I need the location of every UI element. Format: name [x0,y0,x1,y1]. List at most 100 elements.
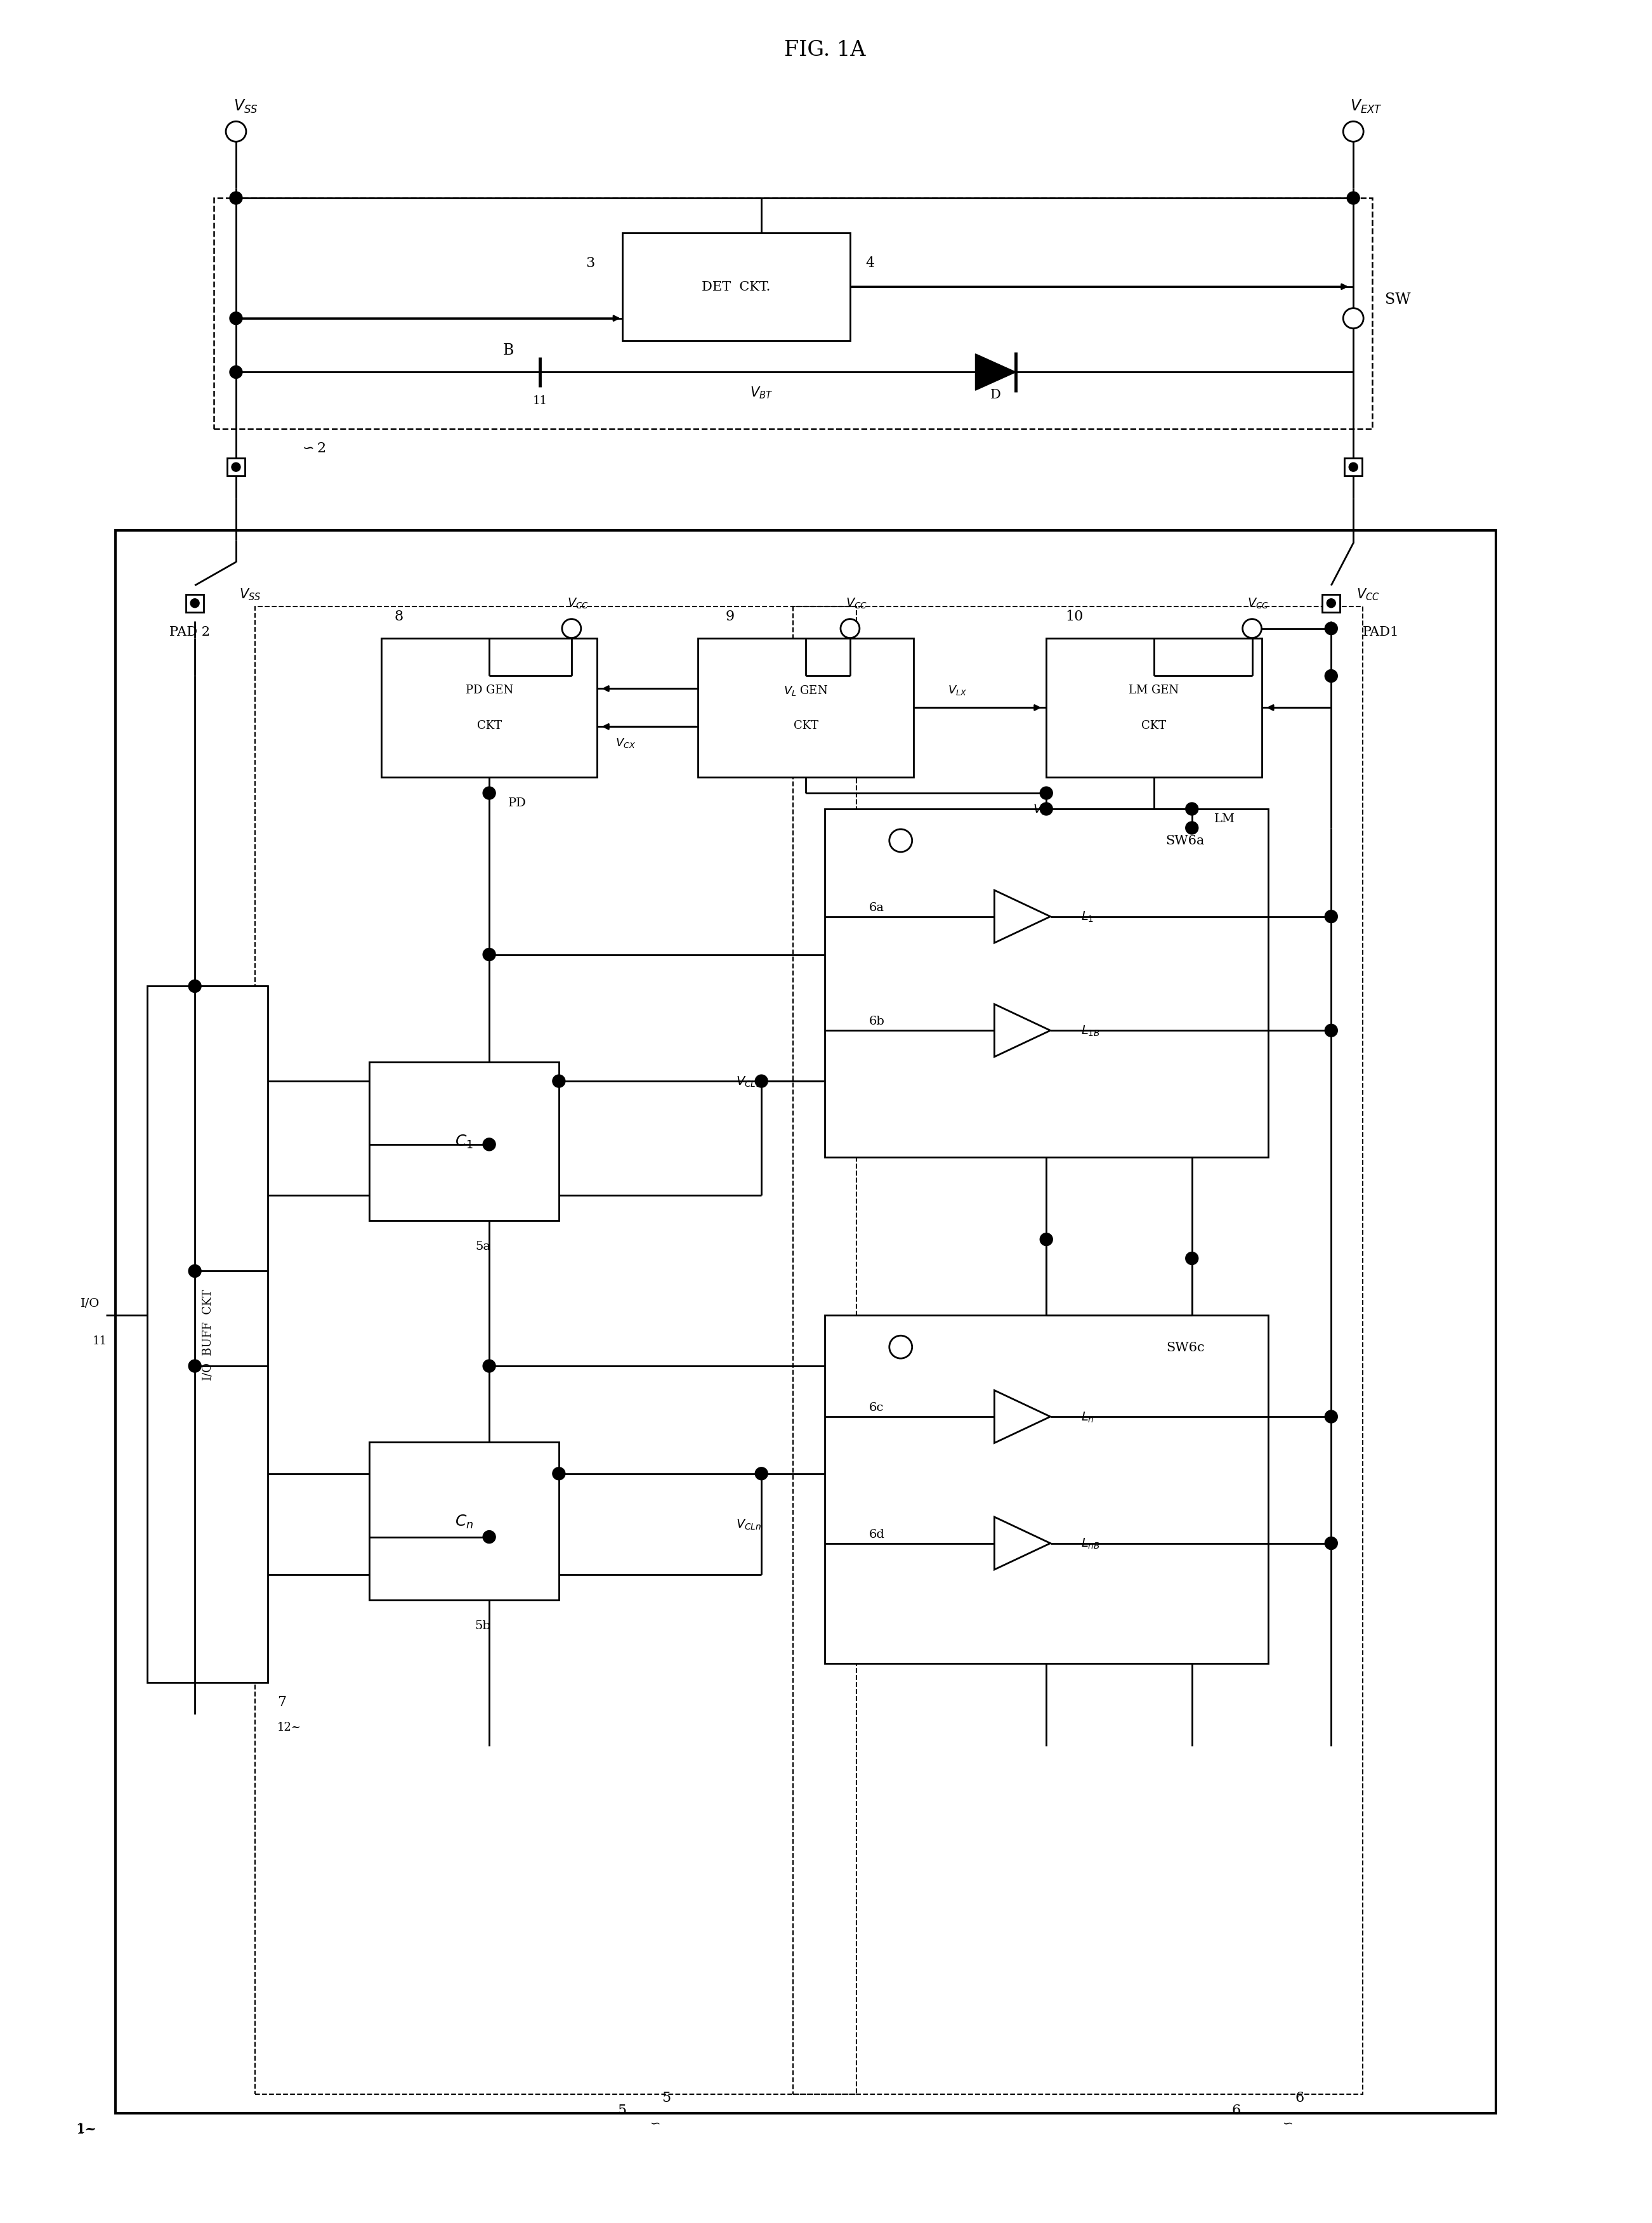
Circle shape [1325,911,1338,923]
Text: $L_{1B}$: $L_{1B}$ [1080,1025,1100,1038]
Text: 6c: 6c [869,1403,884,1414]
Circle shape [482,949,496,960]
Circle shape [562,620,582,638]
Text: 6: 6 [1232,2103,1241,2116]
Text: $V_{CLn}$: $V_{CLn}$ [737,1518,762,1532]
Circle shape [1186,803,1198,816]
Circle shape [1325,1412,1338,1423]
Circle shape [188,1265,202,1278]
Text: 1~: 1~ [76,2123,97,2136]
Circle shape [552,1467,565,1481]
Text: $V_{CC}$: $V_{CC}$ [846,596,867,611]
Text: PAD 2: PAD 2 [170,627,210,638]
Text: $V_L$ GEN: $V_L$ GEN [783,685,828,698]
Text: D: D [990,389,1001,400]
Text: 9: 9 [725,609,733,622]
Circle shape [226,122,246,142]
Text: PD: PD [509,798,527,809]
Text: $V_{SS}$: $V_{SS}$ [233,98,258,116]
Circle shape [841,620,859,638]
Bar [793,607,1363,2094]
Circle shape [889,1336,912,1358]
Circle shape [1325,1536,1338,1549]
Text: $L_n$: $L_n$ [1080,1409,1094,1423]
Text: 10: 10 [1066,609,1084,622]
Text: 12~: 12~ [278,1721,301,1732]
Text: 6a: 6a [869,903,884,914]
Text: I/O  BUFF  CKT: I/O BUFF CKT [202,1289,213,1380]
Polygon shape [995,891,1051,943]
Text: $V_{LX}$: $V_{LX}$ [948,685,968,696]
Bar [623,233,851,340]
Text: DET  CKT.: DET CKT. [702,280,770,293]
Circle shape [1186,1252,1198,1265]
Text: $L_1$: $L_1$ [1080,909,1094,923]
Circle shape [482,1360,496,1372]
Text: B: B [502,342,514,358]
Circle shape [230,367,243,378]
Text: $L_{nB}$: $L_{nB}$ [1080,1536,1100,1549]
Polygon shape [975,353,1016,391]
Text: SW6c: SW6c [1166,1340,1204,1354]
Text: $V_{CC}$: $V_{CC}$ [1247,596,1269,611]
Text: CKT: CKT [477,720,502,731]
Bar [226,458,244,476]
Text: 5: 5 [618,2103,626,2116]
Text: CKT: CKT [793,720,818,731]
Circle shape [1242,620,1262,638]
Text: PD GEN: PD GEN [466,685,514,696]
Polygon shape [995,1392,1051,1443]
Circle shape [1041,787,1052,800]
Circle shape [230,313,243,325]
Bar [1322,596,1340,614]
Bar [368,1063,558,1220]
Text: $\backsim$: $\backsim$ [648,2116,661,2127]
Circle shape [482,1532,496,1543]
Bar [213,198,1373,429]
Text: 3: 3 [586,256,595,271]
Bar [824,809,1267,1158]
Circle shape [889,829,912,851]
Bar [1046,638,1262,778]
Text: $\backsim$: $\backsim$ [1280,2116,1294,2127]
Bar [368,1443,558,1601]
Text: 5a: 5a [476,1240,491,1252]
Bar [699,638,914,778]
Circle shape [1041,1234,1052,1245]
Text: 8: 8 [395,609,403,622]
Circle shape [188,1360,202,1372]
Text: $V_{CC}$: $V_{CC}$ [567,596,588,611]
Text: 6b: 6b [869,1016,885,1027]
Circle shape [482,1138,496,1152]
Text: 7: 7 [278,1694,286,1709]
Text: LM GEN: LM GEN [1128,685,1180,696]
Text: 11: 11 [93,1336,107,1347]
Text: SW: SW [1384,293,1411,307]
Circle shape [1186,823,1198,834]
Circle shape [1325,1025,1338,1038]
Text: $V_{BT}$: $V_{BT}$ [750,385,773,400]
Text: PAD1: PAD1 [1363,627,1399,638]
Circle shape [1327,600,1335,609]
Text: CKT: CKT [1142,720,1166,731]
Text: $C_1$: $C_1$ [454,1134,472,1149]
Text: 4: 4 [866,256,876,271]
Bar [187,596,203,614]
Circle shape [1041,803,1052,816]
Circle shape [482,787,496,800]
Circle shape [1350,462,1358,471]
Text: SW6a: SW6a [1166,836,1204,847]
Polygon shape [995,1516,1051,1569]
Circle shape [1325,622,1338,636]
Text: 6: 6 [1295,2090,1303,2105]
Circle shape [755,1076,768,1087]
Text: I/O: I/O [81,1298,101,1309]
Circle shape [1346,191,1360,205]
Text: 11: 11 [532,396,547,407]
Bar [116,531,1495,2114]
Circle shape [231,462,241,471]
Text: $V_{SS}$: $V_{SS}$ [240,587,261,602]
Bar [824,1316,1267,1663]
Text: 5: 5 [662,2090,671,2105]
Circle shape [190,600,200,609]
